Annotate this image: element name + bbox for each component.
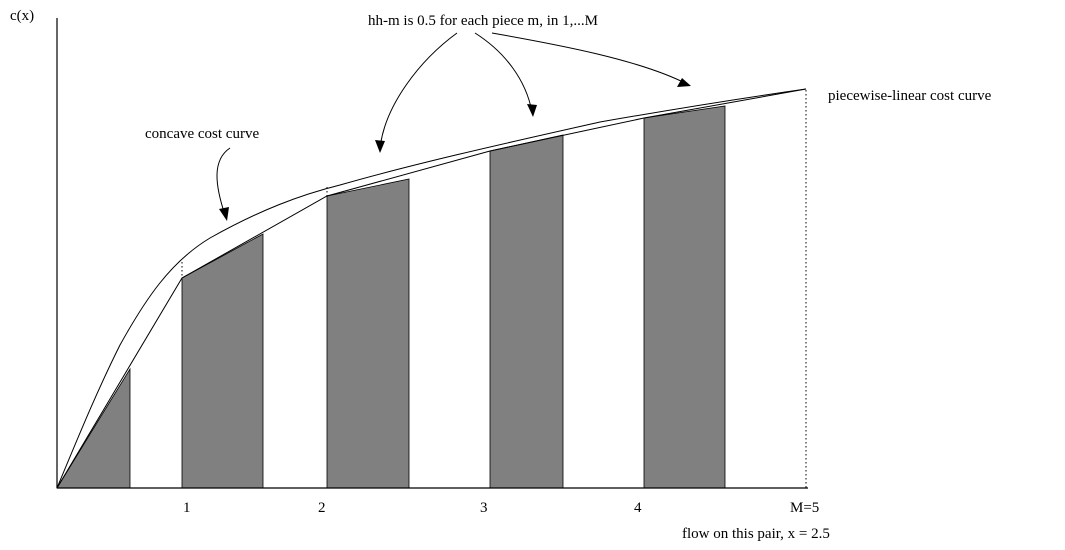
annotation-arrows	[216, 32, 691, 221]
arrow-to-concave	[216, 147, 231, 216]
shaded-piece-2	[181, 233, 264, 489]
concave-cost-curve	[56, 88, 807, 489]
shaded-pieces	[56, 105, 726, 489]
top-annotation: hh-m is 0.5 for each piece m, in 1,...M	[368, 13, 598, 29]
arrow-to-piece-3	[379, 32, 458, 149]
shaded-piece-4	[489, 134, 564, 489]
tick-label: 2	[318, 500, 326, 516]
tick-label: 3	[480, 500, 488, 516]
concave-curve-label: concave cost curve	[145, 126, 259, 142]
tick-label: 1	[183, 500, 191, 516]
piecewise-linear-curve	[56, 88, 807, 489]
piecewise-curve-label: piecewise-linear cost curve	[828, 88, 992, 104]
arrow-to-piece-4	[474, 32, 533, 113]
y-axis-label: c(x)	[10, 8, 34, 24]
arrow-to-piece-5	[491, 32, 688, 85]
arrow-head	[219, 207, 229, 221]
tick-label: M=5	[790, 500, 819, 516]
arrow-head	[677, 78, 691, 87]
arrow-head	[527, 104, 537, 117]
flow-label: flow on this pair, x = 2.5	[682, 526, 830, 542]
shaded-piece-3	[326, 178, 410, 489]
tick-label: 4	[634, 500, 642, 516]
arrow-head	[375, 140, 385, 153]
shaded-piece-5	[643, 105, 726, 489]
